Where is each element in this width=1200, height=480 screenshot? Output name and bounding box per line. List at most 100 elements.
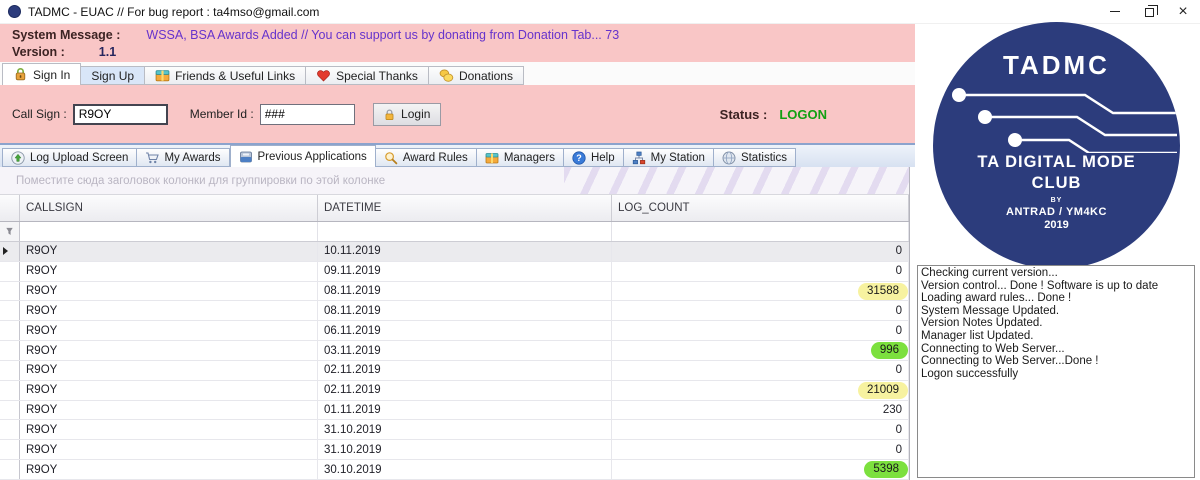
table-row[interactable]: R9OY 06.11.2019 0 (0, 321, 909, 342)
system-message-label: System Message : (12, 27, 121, 42)
tab-managers[interactable]: Managers (476, 148, 564, 167)
cell-callsign: R9OY (20, 301, 318, 321)
log-line: Checking current version... (921, 267, 1058, 279)
cell-callsign: R9OY (20, 261, 318, 281)
cell-callsign: R9OY (20, 440, 318, 460)
login-button[interactable]: Login (372, 102, 441, 126)
call-sign-input[interactable] (72, 103, 168, 125)
auto-filter-row (0, 222, 909, 242)
tab-statistics[interactable]: Statistics (713, 148, 796, 167)
table-row[interactable]: R9OY 31.10.2019 0 (0, 440, 909, 461)
tab-special-thanks[interactable]: Special Thanks (306, 66, 429, 85)
tab-previous-applications[interactable]: Previous Applications (229, 145, 376, 167)
minimize-button[interactable] (1098, 0, 1132, 23)
table-row[interactable]: R9OY 08.11.2019 0 (0, 301, 909, 322)
tab-my-station[interactable]: My Station (623, 148, 714, 167)
row-indicator (0, 440, 20, 460)
tab-my-awards[interactable]: My Awards (137, 148, 230, 167)
table-row[interactable]: R9OY 10.11.2019 0 (0, 242, 909, 262)
tab-label: Special Thanks (336, 68, 418, 83)
tab-award-rules[interactable]: Award Rules (375, 148, 477, 167)
tab-sign-in[interactable]: Sign In (2, 63, 82, 85)
version-label: Version : (12, 44, 65, 59)
cell-log-count: 5398 (612, 460, 909, 479)
row-indicator (0, 400, 20, 420)
filter-indicator-cell (0, 222, 20, 241)
column-header-datetime[interactable]: DATETIME (318, 195, 612, 221)
restore-icon (1144, 5, 1158, 17)
login-panel: Call Sign : Member Id : Login Status : L… (0, 85, 915, 143)
gift-icon (155, 68, 170, 83)
managers-icon (485, 151, 499, 165)
filter-cell-datetime[interactable] (318, 222, 612, 241)
app-logo-icon (8, 5, 21, 18)
cart-icon (145, 151, 160, 165)
tab-label: Managers (503, 151, 555, 164)
log-line: Version control... Done ! Software is up… (921, 279, 1159, 292)
upload-icon (11, 150, 25, 165)
login-button-label: Login (401, 107, 431, 121)
member-id-input[interactable] (259, 103, 355, 125)
tab-log-upload-screen[interactable]: Log Upload Screen (2, 148, 138, 167)
main-area: System Message : WSSA, BSA Awards Added … (0, 24, 915, 480)
filter-cell-callsign[interactable] (20, 222, 318, 241)
cell-callsign: R9OY (20, 420, 318, 440)
tab-label: My Station (650, 151, 705, 164)
log-line: Connecting to Web Server...Done ! (921, 355, 1099, 368)
table-row[interactable]: R9OY 30.10.2019 5398 (0, 460, 909, 480)
cell-datetime: 03.11.2019 (318, 341, 612, 360)
cell-callsign: R9OY (20, 242, 318, 261)
log-count-value: 230 (882, 404, 902, 417)
table-row[interactable]: R9OY 02.11.2019 0 (0, 360, 909, 381)
log-count-badge: 5398 (864, 461, 908, 479)
cell-datetime: 08.11.2019 (318, 281, 612, 301)
filter-cell-log-count[interactable] (612, 222, 909, 241)
main-tab-bar: Log Upload Screen My Awards Previous Appli… (0, 143, 915, 167)
tab-sign-up[interactable]: Sign Up (81, 66, 146, 85)
tab-help[interactable]: ? Help (563, 148, 624, 167)
previous-applications-grid: Поместите сюда заголовок колонки для гру… (0, 167, 910, 480)
tab-label: Help (590, 151, 615, 164)
column-header-log-count[interactable]: LOG_COUNT (612, 195, 909, 221)
table-row[interactable]: R9OY 03.11.2019 996 (0, 341, 909, 361)
log-count-value: 0 (895, 245, 902, 258)
circuit-traces-icon (951, 88, 1177, 153)
window-title: TADMC - EUAC // For bug report : ta4mso@… (28, 4, 320, 19)
help-icon: ? (572, 150, 586, 165)
cell-log-count: 0 (612, 360, 909, 380)
system-message-value: WSSA, BSA Awards Added // You can suppor… (146, 27, 620, 42)
tab-label: Friends & Useful Links (175, 68, 296, 83)
table-row[interactable]: R9OY 09.11.2019 0 (0, 261, 909, 282)
title-bar: TADMC - EUAC // For bug report : ta4mso@… (0, 0, 1200, 24)
tab-label: Sign Up (91, 68, 135, 83)
apps-icon (239, 150, 253, 164)
cell-callsign: R9OY (20, 360, 318, 380)
globe-icon (722, 151, 736, 165)
row-indicator (0, 460, 20, 479)
tab-friends-useful-links[interactable]: Friends & Useful Links (145, 66, 307, 85)
tab-label: Donations (458, 68, 513, 83)
top-tab-bar: Sign In Sign Up Friends & Useful Links Spec… (0, 62, 915, 85)
activity-log[interactable]: Checking current version... Version contr… (917, 265, 1195, 478)
close-button[interactable]: × (1166, 0, 1200, 23)
log-line: Version Notes Updated. (921, 317, 1043, 330)
tab-label: Previous Applications (257, 150, 367, 163)
table-row[interactable]: R9OY 02.11.2019 21009 (0, 380, 909, 401)
cell-log-count: 230 (612, 400, 909, 420)
log-count-badge: 996 (870, 342, 908, 360)
column-header-callsign[interactable]: CALLSIGN (20, 195, 318, 221)
table-row[interactable]: R9OY 08.11.2019 31588 (0, 281, 909, 302)
tab-donations[interactable]: Donations (428, 66, 524, 85)
table-row[interactable]: R9OY 01.11.2019 230 (0, 400, 909, 421)
table-row[interactable]: R9OY 31.10.2019 0 (0, 420, 909, 441)
cell-log-count: 0 (612, 261, 909, 281)
logo-by: BY (1050, 197, 1063, 204)
svg-text:?: ? (576, 153, 582, 163)
restore-button[interactable] (1132, 0, 1166, 23)
cell-callsign: R9OY (20, 281, 318, 301)
group-by-panel[interactable]: Поместите сюда заголовок колонки для гру… (0, 167, 909, 195)
logo-author: ANTRAD / YM4KC (1006, 206, 1107, 218)
tadmc-logo: TADMC TA DIGITAL MODE CLUB BY ANTRAD / Y… (933, 22, 1180, 269)
search-icon (384, 151, 398, 165)
cell-datetime: 01.11.2019 (318, 400, 612, 420)
